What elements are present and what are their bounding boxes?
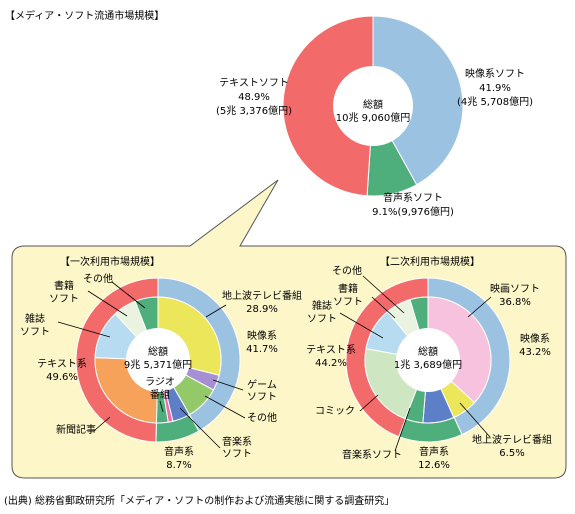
primary-music-label-2: ソフト: [222, 449, 252, 460]
leader-primary-magazine: [57, 321, 111, 338]
primary-books-label-2: ソフト: [49, 294, 79, 305]
primary-other-right-label: その他: [247, 411, 277, 424]
leader-secondary-books: [371, 296, 396, 319]
primary-radio-label-1: ラジオ: [145, 376, 175, 388]
secondary-books-label-1: 書籍: [338, 282, 358, 295]
main-text-amount: (5兆 3,376億円): [216, 104, 292, 117]
secondary-movie-pct: 36.8%: [499, 297, 531, 308]
primary-radio-label-2: 番組: [150, 388, 170, 401]
main-slice-0: [372, 15, 464, 186]
secondary-center-label-1: 総額: [418, 345, 438, 358]
leader-primary-radio: [159, 400, 164, 413]
main-video-pct: 41.9%: [479, 83, 511, 94]
leader-primary-game: [212, 379, 244, 391]
main-pie-center: [333, 66, 413, 146]
primary-magazine-label-2: ソフト: [20, 327, 50, 338]
primary-tv-pct: 28.9%: [246, 304, 278, 315]
main-center-label-1: 総額: [363, 98, 383, 111]
leader-secondary-magazine: [339, 312, 384, 339]
secondary-books-label-2: ソフト: [333, 297, 363, 308]
leader-secondary-tv: [459, 402, 491, 438]
main-center-label-2: 10兆 9,060億円: [336, 111, 411, 124]
primary-game-label-2: ソフト: [247, 392, 277, 403]
secondary-magazine-label-1: 雑誌: [312, 299, 332, 312]
primary-game-label-1: ゲーム: [247, 379, 277, 391]
secondary-pie-center: [396, 328, 460, 392]
main-video-amount: (4兆 5,708億円): [457, 95, 533, 108]
primary-chart-title: 【一次利用市場規模】: [60, 255, 160, 268]
leader-primary-other-right: [204, 395, 246, 419]
primary-pie-center: [126, 328, 190, 392]
main-text-label: テキストソフト: [219, 78, 289, 89]
primary-pie: [75, 277, 241, 443]
secondary-audio-label: 音声系: [419, 445, 449, 458]
primary-audio-label: 音声系: [164, 445, 194, 458]
main-text-pct: 48.9%: [238, 92, 270, 103]
leader-secondary-other-top: [362, 275, 405, 314]
secondary-text-pct: 44.2%: [315, 358, 347, 369]
secondary-tv-pct: 6.5%: [499, 448, 524, 459]
secondary-chart-title: 【二次利用市場規模】: [380, 255, 480, 268]
primary-video-pct: 41.7%: [246, 344, 278, 355]
secondary-tv-label: 地上波テレビ番組: [472, 433, 552, 446]
main-slice-2: [282, 15, 374, 197]
main-audio-label: 音声系ソフト: [383, 191, 443, 204]
primary-audio-pct: 8.7%: [166, 460, 191, 471]
primary-text-pct: 49.6%: [46, 372, 78, 383]
leader-primary-tv: [205, 304, 227, 318]
leader-secondary-movie: [467, 296, 492, 318]
primary-video-label: 映像系: [247, 330, 277, 342]
leader-secondary-comic: [359, 394, 379, 412]
secondary-audio-pct: 12.6%: [418, 460, 450, 471]
leader-secondary-music: [394, 407, 411, 452]
secondary-pie: [345, 277, 511, 443]
secondary-comic-label: コミック: [315, 405, 355, 417]
primary-magazine-label-1: 雑誌: [25, 312, 45, 325]
main-pie: [282, 15, 464, 197]
secondary-other-top-label: その他: [332, 264, 362, 277]
primary-center-label-2: 9兆 5,371億円: [124, 358, 192, 371]
primary-center-label-1: 総額: [148, 345, 168, 358]
primary-text-label: テキスト系: [37, 358, 87, 370]
secondary-center-label-2: 1兆 3,689億円: [394, 358, 462, 371]
leader-primary-books: [87, 290, 128, 317]
secondary-video-pct: 43.2%: [519, 347, 551, 358]
secondary-video-label: 映像系: [520, 333, 550, 345]
secondary-movie-label: 映画ソフト: [490, 283, 540, 295]
secondary-music-label: 音楽系ソフト: [342, 448, 402, 461]
leader-lines: [57, 275, 492, 452]
source-note: (出典) 総務省郵政研究所「メディア・ソフトの制作および流通実態に関する調査研究…: [4, 494, 394, 507]
main-chart-title: 【メディア・ソフト流通市場規模】: [5, 9, 164, 22]
primary-tv-label: 地上波テレビ番組: [222, 289, 302, 302]
leader-primary-other-top: [111, 281, 146, 309]
primary-books-label-1: 書籍: [54, 279, 74, 292]
secondary-text-label: テキスト系: [306, 344, 356, 356]
primary-news-label: 新聞記事: [56, 423, 96, 436]
leader-primary-news: [94, 416, 111, 431]
main-audio-pct: 9.1%(9,976億円): [372, 205, 454, 218]
secondary-magazine-label-2: ソフト: [307, 314, 337, 325]
leader-primary-music: [179, 407, 221, 449]
main-video-label: 映像系ソフト: [465, 68, 525, 80]
primary-music-label-1: 音楽系: [222, 435, 252, 448]
primary-other-top-label: その他: [83, 272, 113, 285]
